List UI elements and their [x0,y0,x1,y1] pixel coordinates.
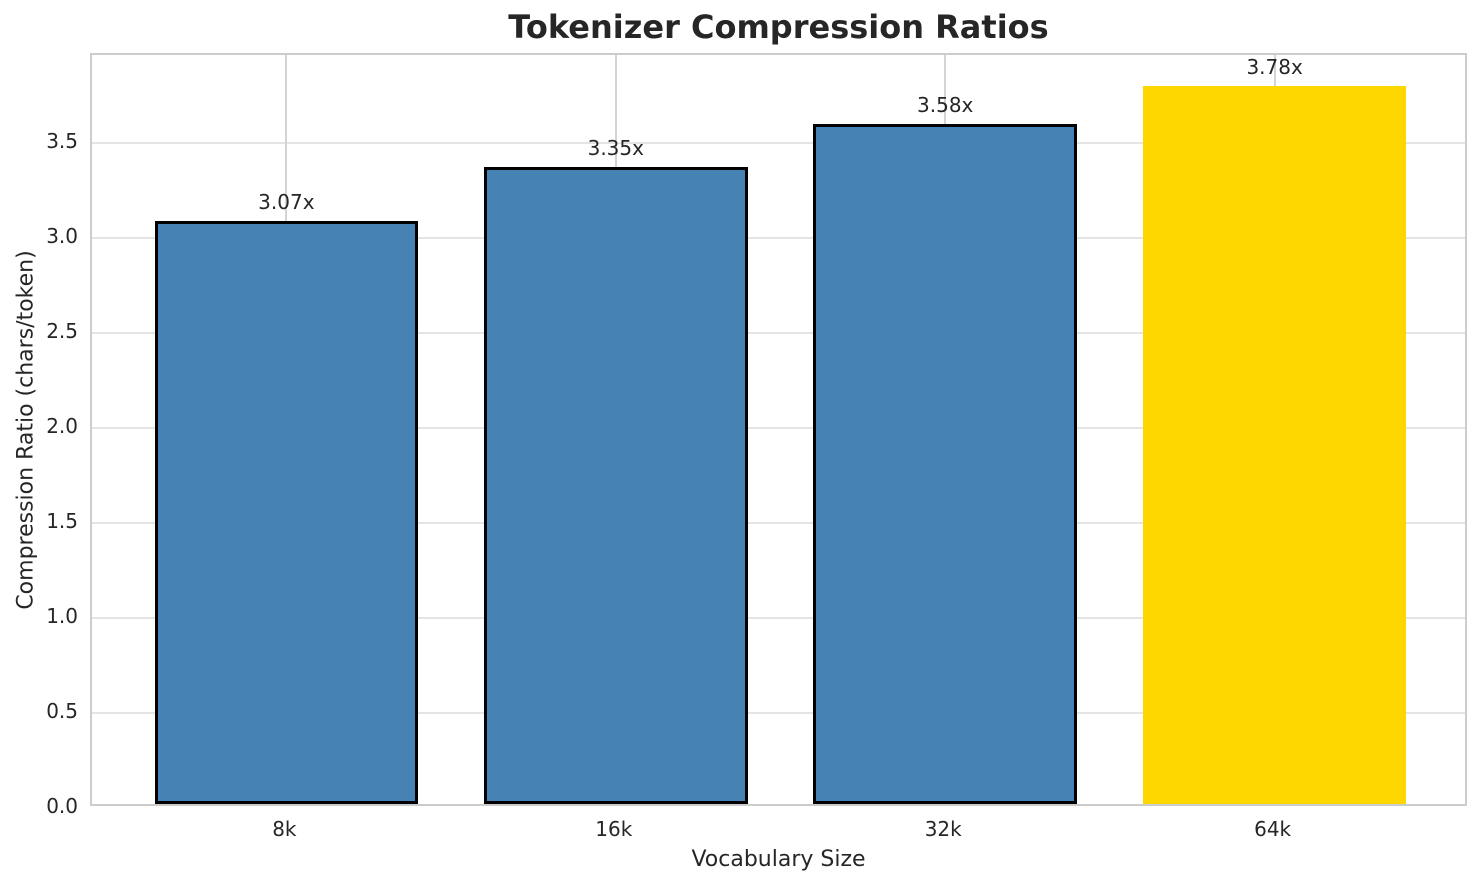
horizontal-gridline [92,426,1465,429]
bar-value-label: 3.35x [587,136,644,161]
bar-value-label: 3.58x [917,92,974,117]
horizontal-gridline [92,141,1465,144]
chart-title: Tokenizer Compression Ratios [508,8,1049,46]
horizontal-gridline [92,616,1465,619]
bar-8k [154,220,419,804]
bar-32k [813,123,1077,804]
bar-value-label: 3.78x [1246,54,1303,79]
x-tick-label-64k: 64k [1254,817,1292,841]
y-tick-label: 3.5 [46,128,78,153]
y-tick-label: 0.0 [46,794,78,818]
horizontal-gridline [92,331,1465,334]
bar-16k [484,167,748,804]
plot-area: 3.07x 3.35x 3.58x 3.78x [90,53,1467,806]
horizontal-gridline [92,236,1465,239]
y-tick-label: 3.0 [46,223,78,248]
x-tick-label-16k: 16k [595,817,633,841]
horizontal-gridline [92,521,1465,524]
y-tick-label: 1.5 [46,508,78,533]
horizontal-gridline [92,711,1465,714]
bar-64k [1142,85,1407,804]
x-axis-label: Vocabulary Size [691,847,866,872]
x-tick-label-32k: 32k [924,817,962,841]
y-tick-label: 0.5 [46,698,78,723]
x-tick-label-8k: 8k [272,817,297,841]
y-tick-label: 1.0 [46,603,78,628]
y-tick-label: 2.0 [46,413,78,438]
bar-value-label: 3.07x [258,189,315,214]
y-tick-label: 2.5 [46,318,78,343]
